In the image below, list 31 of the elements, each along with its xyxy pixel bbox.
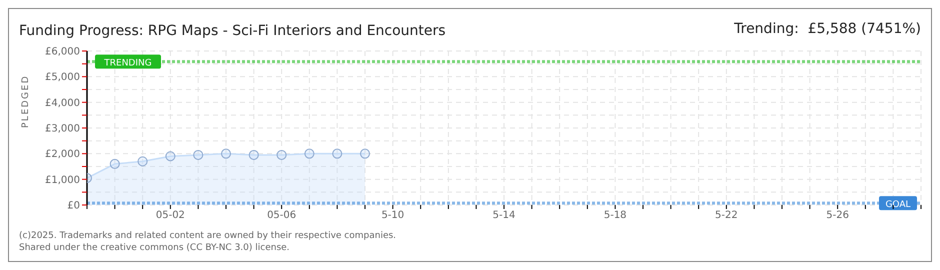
point <box>276 150 287 160</box>
x-tick-label: 5-26 <box>826 210 849 222</box>
y-tick-label: £6,000 <box>45 46 80 58</box>
x-tick-label: 5-10 <box>381 210 404 222</box>
y-axis-title: PLEDGED <box>21 74 32 128</box>
point <box>360 148 370 159</box>
point <box>332 148 342 159</box>
text: Shared under the creative commons (CC BY-NC 3.0) license. <box>19 243 290 253</box>
x-tick-label: 5-18 <box>604 210 627 222</box>
y-tick-label: £2,000 <box>45 149 80 160</box>
point <box>221 148 231 159</box>
ref-line-label: TRENDING <box>103 58 152 69</box>
point <box>165 151 176 162</box>
chart-title: Funding Progress: RPG Maps - Sci-Fi Interiors and Encounters <box>19 23 446 39</box>
x-tick-label: 5-22 <box>715 210 738 222</box>
x-tick-label: 5-14 <box>492 210 516 222</box>
x-tick-label: 05-02 <box>156 210 185 222</box>
point <box>138 156 148 166</box>
ref-line-label: GOAL <box>885 200 911 210</box>
x-tick-label: 05-06 <box>267 210 296 222</box>
y-tick-label: £0 <box>67 200 80 212</box>
point <box>110 158 120 169</box>
y-tick-label: £1,000 <box>45 174 80 186</box>
y-tick-label: £5,000 <box>45 72 80 84</box>
point <box>248 150 259 160</box>
y-tick-label: £3,000 <box>45 124 80 135</box>
point <box>193 150 204 160</box>
y-tick-label: £4,000 <box>45 98 80 109</box>
point <box>304 148 314 159</box>
chart-subtitle: Trending: £5,588 (7451%) <box>734 21 921 37</box>
text: (c)2025. Trademarks and related content are owned by their respective companies. <box>19 231 396 241</box>
